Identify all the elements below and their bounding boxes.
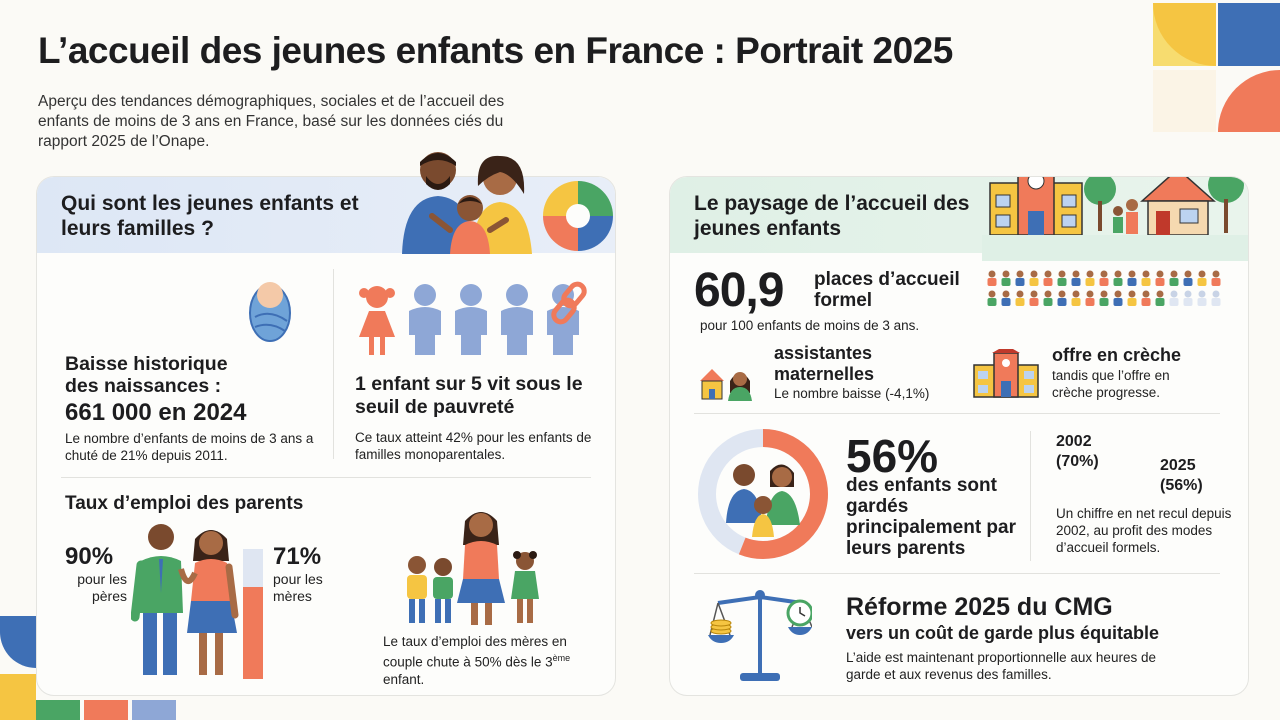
year-2025: 2025 [1160, 457, 1196, 474]
parents-care-label: des enfants sont gardés principalement p… [846, 475, 1016, 559]
scale-icon [708, 587, 812, 683]
corner-decoration-top [1150, 0, 1280, 132]
color-wheel-decoration [543, 181, 613, 251]
person-pictogram [1057, 270, 1067, 286]
right-panel-title: Le paysage de l’accueil des jeunes enfan… [694, 192, 970, 240]
poverty-heading: 1 enfant sur 5 vit sous le seuil de pauv… [355, 373, 583, 418]
births-value: 661 000 en 2024 [65, 399, 247, 426]
left-divider-horizontal [61, 477, 591, 478]
person-pictogram [1141, 290, 1151, 306]
creche-heading: offre en crèche [1052, 345, 1182, 365]
page-title: L’accueil des jeunes enfants en France :… [38, 30, 953, 71]
person-pictogram [1169, 270, 1179, 286]
fathers-label: pour les pères [77, 571, 127, 604]
person-pictogram [1127, 290, 1137, 306]
family-illustration [396, 146, 542, 254]
mothers-employment-note: Le taux d’emploi des mères en couple chu… [383, 633, 595, 688]
parents-couple-illustration [131, 521, 241, 681]
person-pictogram [1169, 290, 1179, 306]
year-2002-pct: (70%) [1056, 453, 1099, 470]
person-pictogram [1015, 290, 1025, 306]
person-pictogram [1155, 290, 1165, 306]
places-label: places d’accueil formel [814, 269, 960, 311]
person-pictogram [1183, 270, 1193, 286]
person-pictogram [1001, 290, 1011, 306]
mother-with-children-illustration [397, 501, 547, 627]
person-pictogram [1043, 270, 1053, 286]
person-pictogram [1015, 270, 1025, 286]
person-pictogram [1071, 290, 1081, 306]
mothers-employment-note-sup: ème [552, 653, 571, 663]
person-pictogram [1113, 270, 1123, 286]
poverty-note: Ce taux atteint 42% pour les enfants de … [355, 430, 592, 462]
mothers-employment-bar [243, 549, 263, 679]
right-divider-2 [694, 573, 1220, 574]
year-2025-pct: (56%) [1160, 477, 1203, 494]
assistantes-heading: assistantes maternelles [774, 343, 875, 384]
employment-heading: Taux d’emploi des parents [65, 493, 304, 514]
person-pictogram [1099, 290, 1109, 306]
mothers-employment-note-main: Le taux d’emploi des mères en couple chu… [383, 634, 567, 670]
year-2002: 2002 [1056, 433, 1092, 450]
person-pictogram [1141, 270, 1151, 286]
person-pictogram [987, 290, 997, 306]
person-pictogram [1099, 270, 1109, 286]
fathers-percentage: 90% [65, 543, 114, 570]
person-pictogram [1085, 290, 1095, 306]
person-pictogram [1155, 270, 1165, 286]
creche-icon [972, 349, 1040, 399]
children-poverty-icon [355, 281, 595, 357]
right-panel: Le paysage de l’accueil des jeunes enfan… [669, 176, 1249, 696]
left-panel: Qui sont les jeunes enfants et leurs fam… [36, 176, 616, 696]
mothers-percentage: 71% [273, 543, 322, 570]
left-divider-vertical [333, 269, 334, 459]
page-subtitle: Aperçu des tendances démographiques, soc… [38, 93, 505, 150]
parents-care-value: 56% [846, 430, 939, 482]
person-pictogram [1029, 270, 1039, 286]
creche-note: tandis que l’offre en crèche progresse. [1052, 368, 1170, 400]
reform-heading: Réforme 2025 du CMG [846, 593, 1113, 621]
right-divider-1 [694, 413, 1220, 414]
left-panel-title: Qui sont les jeunes enfants et leurs fam… [61, 192, 359, 240]
person-pictogram [987, 270, 997, 286]
places-note: pour 100 enfants de moins de 3 ans. [700, 318, 920, 333]
person-pictogram [1043, 290, 1053, 306]
person-pictogram [1197, 270, 1207, 286]
places-people-grid [986, 267, 1226, 307]
mothers-label: pour les mères [273, 571, 323, 604]
creche-building-illustration [982, 177, 1248, 261]
person-pictogram [1085, 270, 1095, 286]
person-pictogram [1057, 290, 1067, 306]
person-pictogram [1029, 290, 1039, 306]
births-note: Le nombre d’enfants de moins de 3 ans a … [65, 431, 314, 463]
person-pictogram [1183, 290, 1193, 306]
person-pictogram [1211, 290, 1221, 306]
corner-decoration-bottom [0, 616, 36, 720]
parents-care-donut [696, 427, 830, 561]
bottom-strip-decoration [36, 700, 216, 720]
assistant-house-icon [698, 363, 754, 401]
person-pictogram [1211, 270, 1221, 286]
mothers-employment-note-end: enfant. [383, 671, 425, 687]
donut-arc-value [698, 429, 828, 559]
person-pictogram [1001, 270, 1011, 286]
assistantes-note: Le nombre baisse (-4,1%) [774, 386, 930, 401]
parents-care-note: Un chiffre en net recul depuis 2002, au … [1056, 506, 1232, 555]
person-pictogram [1127, 270, 1137, 286]
person-pictogram [1113, 290, 1123, 306]
person-pictogram [1071, 270, 1081, 286]
reform-note: L’aide est maintenant proportionnelle au… [846, 650, 1156, 682]
right-divider-vertical [1030, 431, 1031, 561]
births-heading: Baisse historique des naissances : [65, 353, 228, 397]
baby-icon [247, 273, 293, 343]
reform-subheading: vers un coût de garde plus équitable [846, 623, 1160, 643]
mothers-employment-bar-fill [243, 586, 263, 679]
person-pictogram [1197, 290, 1207, 306]
places-value: 60,9 [694, 264, 784, 317]
